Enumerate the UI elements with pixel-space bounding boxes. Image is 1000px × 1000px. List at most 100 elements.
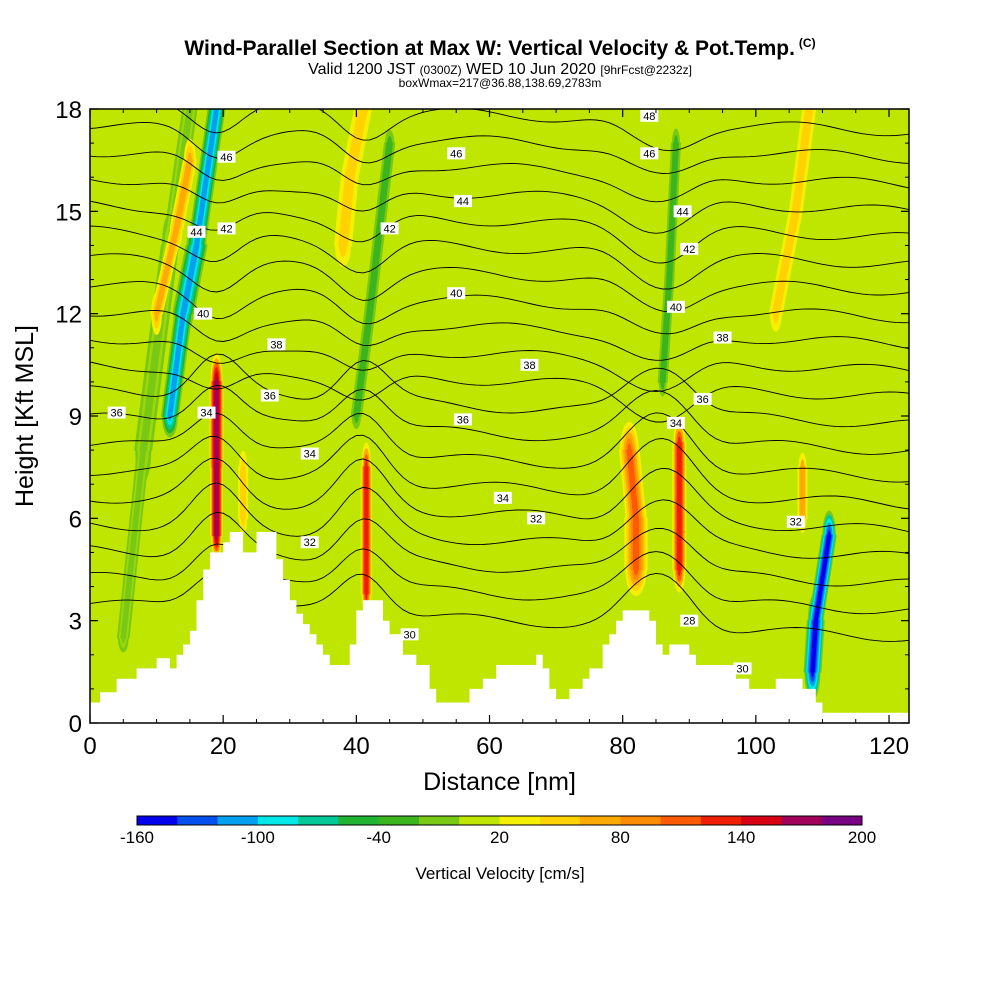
velocity-plume-cap [627,443,632,457]
contour-label: 44 [676,206,688,218]
chart-title: Wind-Parallel Section at Max W: Vertical… [0,36,1000,61]
contour-label-bg [107,406,126,419]
contour-label-bg [447,147,466,160]
velocity-plume-cap [365,528,368,543]
contour-label: 32 [304,537,316,549]
colorbar-swatch [137,816,178,825]
contour-label-bg [520,358,539,371]
contour-label-bg [194,307,213,320]
velocity-plume-cap [677,562,681,577]
velocity-plume-cap [168,410,172,422]
contour-label: 46 [643,148,655,160]
contour-label: 32 [530,513,542,525]
contour-label: 42 [220,223,232,235]
contour-label-bg [400,628,419,641]
chart-subtitle: Valid 1200 JST (0300Z) WED 10 Jun 2020 [… [0,61,1000,79]
terrain-mask [90,532,909,723]
contour-label: 30 [736,663,748,675]
contour-label-bg [453,413,472,426]
velocity-plume-cap [814,615,817,626]
velocity-plume [632,517,640,571]
isentrope [90,178,909,234]
velocity-plume-cap [121,632,126,644]
valid-date: WED 10 Jun 2020 [466,61,596,78]
velocity-plume-cap [187,152,192,168]
contour-label: 48 [643,111,655,123]
x-axis-label: Distance [nm] [423,768,576,796]
velocity-plume-cap [181,308,186,319]
velocity-plume-cap [345,165,354,189]
colorbar-swatch [700,816,742,825]
contour-label-bg [187,225,206,238]
velocity-plume-cap [241,458,246,476]
contour-label-bg [217,222,236,235]
x-tick-label: 60 [476,733,503,760]
velocity-plume-cap [827,530,831,541]
contour-label-bg [640,147,659,160]
contour-label: 36 [696,394,708,406]
contour-label: 40 [197,309,209,321]
title-main: Wind-Parallel Section at Max W: Vertical… [184,37,795,60]
copyright-mark: (C) [798,36,816,50]
x-tick-label: 120 [869,733,909,760]
velocity-plume-cap [673,135,678,151]
colorbar-swatch [781,816,823,825]
y-tick-label: 18 [55,97,82,124]
contour-label-bg [680,614,699,627]
colorbar-swatch [177,816,219,825]
contour-label-bg [260,389,279,402]
velocity-plume-cap [811,666,814,678]
valid-utc: (0300Z) [419,63,462,77]
contour-label-bg [300,447,319,460]
colorbar-swatch [257,816,299,825]
isentrope [90,151,909,203]
velocity-plume [214,466,219,537]
velocity-plume-cap [354,409,359,423]
isentrope [90,339,909,393]
colorbar-swatch [741,816,782,825]
colorbar-tick-label: 20 [490,828,509,847]
x-tick-label: 40 [343,733,370,760]
contour-label: 34 [670,418,682,430]
contour-label-bg [267,338,286,351]
colorbar-swatch [580,816,621,825]
velocity-plume-cap [359,109,367,121]
velocity-plume-cap [387,136,392,151]
contour-label: 34 [497,493,509,505]
contour-label-bg [673,205,692,218]
colorbar-title: Vertical Velocity [cm/s] [415,864,585,883]
contour-label-bg [733,662,752,675]
velocity-plume-cap [214,109,219,115]
velocity-plume-cap [772,304,779,324]
colorbar-swatch [418,816,460,825]
contour-label-bg [640,109,659,122]
colorbar-swatch [539,816,581,825]
isentrope [90,281,909,335]
x-tick-label: 100 [736,733,776,760]
isentrope [90,511,909,587]
contour-label: 44 [190,227,202,239]
contour-label: 44 [457,196,469,208]
velocity-plume-cap [660,374,665,390]
isentrope [90,457,909,533]
contour-label-bg [197,406,216,419]
contour-label-bg [447,287,466,300]
contour-label-bg [493,491,512,504]
velocity-plume-cap [194,240,199,251]
contour-label: 32 [790,517,802,529]
colorbar-swatch [459,816,500,825]
colorbar-swatch [620,816,662,825]
isentrope [90,225,909,290]
contour-label: 46 [220,152,232,164]
y-tick-label: 9 [69,404,82,431]
x-tick-label: 80 [609,733,636,760]
x-tick-label: 20 [210,733,237,760]
velocity-plume-cap [365,586,368,600]
velocity-plume-cap [633,563,639,576]
colorbar-tick-label: -40 [366,828,391,847]
contour-label: 36 [457,414,469,426]
velocity-plume-cap [215,530,218,541]
isentrope [90,361,909,423]
velocity-plume-cap [174,220,179,237]
